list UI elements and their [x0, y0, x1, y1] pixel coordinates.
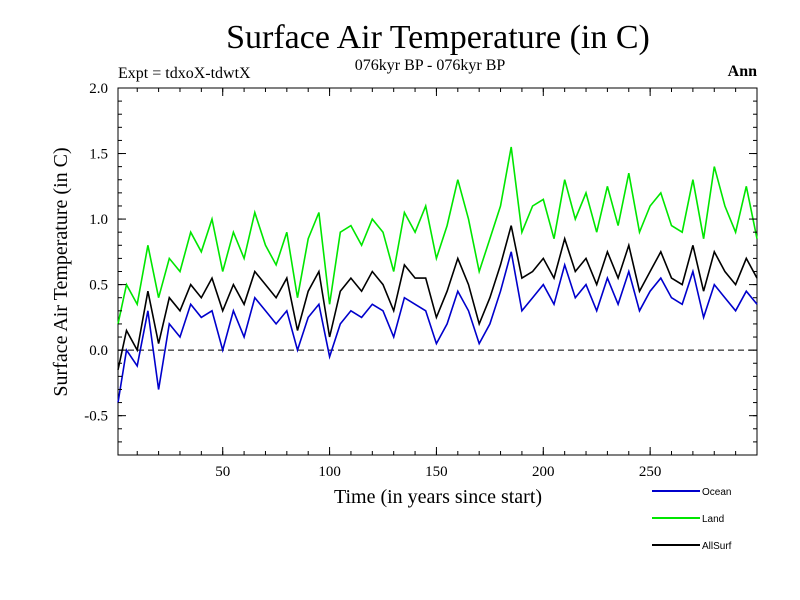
- series-line-ocean: [117, 251, 758, 403]
- y-tick-label: 1.5: [89, 147, 108, 163]
- chart-subtitle: 076kyr BP - 076kyr BP: [355, 57, 506, 74]
- y-tick-label: 0.0: [89, 343, 108, 359]
- season-label: Ann: [728, 63, 757, 80]
- x-axis-label: Time (in years since start): [334, 486, 542, 508]
- chart-title: Surface Air Temperature (in C): [226, 19, 650, 56]
- legend: Ocean Land AllSurf: [652, 487, 732, 552]
- x-tick-label: 250: [639, 464, 662, 480]
- y-tick-label: 1.0: [89, 212, 108, 228]
- plot-frame: [117, 87, 758, 456]
- y-tick-label: 0.5: [89, 278, 108, 294]
- y-axis-label: Surface Air Temperature (in C): [50, 147, 72, 396]
- series-line-allsurf: [117, 225, 758, 370]
- x-axis: 50 100 150 200 250: [136, 88, 737, 480]
- x-tick-label: 200: [532, 464, 555, 480]
- x-tick-label: 150: [425, 464, 448, 480]
- y-tick-label: -0.5: [84, 409, 108, 425]
- x-tick-label: 100: [318, 464, 341, 480]
- legend-label-ocean: Ocean: [702, 487, 731, 498]
- series-layer: [117, 146, 758, 403]
- y-axis: -0.5 0.0 0.5 1.0 1.5 2.0: [84, 81, 757, 456]
- legend-label-land: Land: [702, 514, 724, 525]
- legend-label-allsurf: AllSurf: [702, 541, 732, 552]
- x-tick-label: 50: [215, 464, 230, 480]
- experiment-label: Expt = tdxoX-tdwtX: [118, 65, 251, 82]
- y-tick-label: 2.0: [89, 81, 108, 97]
- series-line-land: [117, 146, 758, 325]
